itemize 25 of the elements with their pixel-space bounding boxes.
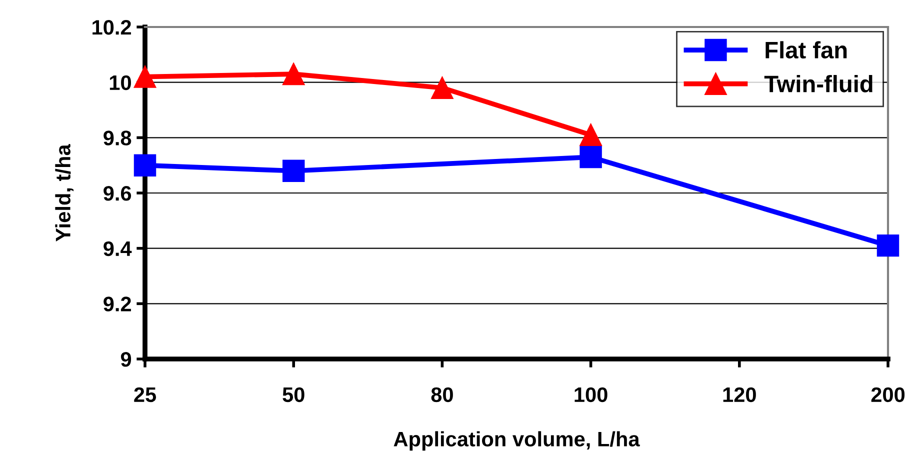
- x-tick-label: 50: [282, 387, 304, 402]
- x-axis-title: Application volume, L/ha: [394, 431, 640, 451]
- x-tick-label: 100: [574, 387, 608, 402]
- y-tick-label: 9.4: [104, 241, 132, 256]
- legend-label: Flat fan: [766, 41, 847, 59]
- point: [134, 66, 156, 88]
- y-tick-label: 10.2: [92, 20, 131, 35]
- y-tick-label: 9.2: [104, 296, 131, 312]
- point: [580, 124, 602, 146]
- point: [431, 76, 454, 99]
- y-tick-label: 9: [120, 352, 132, 367]
- point: [580, 146, 602, 168]
- y-tick-label: 9.6: [104, 186, 132, 201]
- y-axis-title: Yield, t/ha: [55, 144, 74, 242]
- point: [134, 154, 156, 176]
- point: [876, 234, 900, 257]
- x-tick-label: 25: [134, 387, 156, 402]
- legend-label: Twin-fluid: [764, 74, 872, 92]
- x-tick-label: 120: [723, 387, 756, 402]
- point: [282, 160, 305, 182]
- x-tick-label: 80: [431, 387, 453, 402]
- point: [282, 62, 305, 86]
- y-tick-label: 10: [110, 75, 131, 90]
- y-tick-label: 9.8: [104, 130, 132, 146]
- x-tick-label: 200: [871, 387, 905, 402]
